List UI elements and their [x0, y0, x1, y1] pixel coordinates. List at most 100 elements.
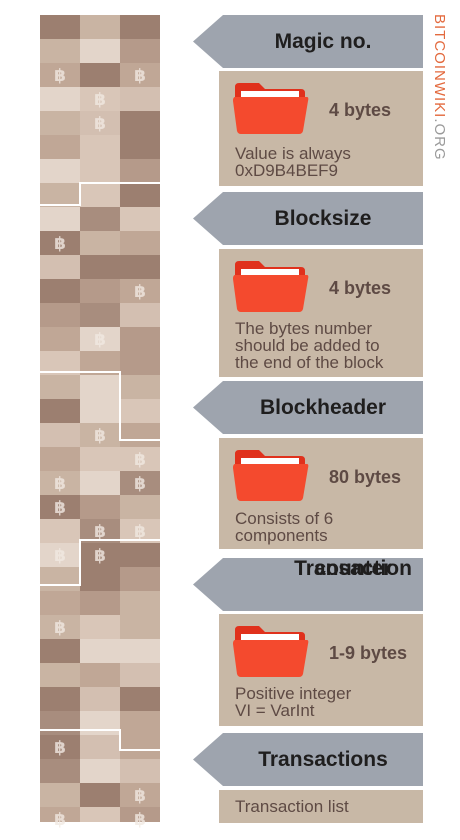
bitcoin-icon: ฿	[54, 546, 66, 566]
mosaic-tile	[80, 159, 120, 183]
mosaic-tile	[120, 231, 160, 255]
mosaic-tile	[40, 231, 80, 255]
section-label-blockheader: Blockheader	[193, 381, 423, 434]
mosaic-tile	[80, 375, 120, 399]
mosaic-tile	[120, 351, 160, 375]
mosaic-tile	[40, 375, 80, 399]
mosaic-tile	[120, 471, 160, 495]
section-title: Transaction counter	[223, 558, 423, 611]
mosaic-tile	[80, 639, 120, 663]
mosaic-tile	[120, 279, 160, 303]
mosaic-tile	[80, 663, 120, 687]
mosaic-tile	[120, 807, 160, 822]
section-card-magic-number: 4 bytes Value is always 0xD9B4BEF9	[219, 71, 423, 186]
bitcoin-icon: ฿	[134, 786, 146, 806]
section-card-blocksize: 4 bytes The bytes number should be added…	[219, 249, 423, 377]
mosaic-tile	[80, 711, 120, 735]
bitcoin-icon: ฿	[94, 426, 106, 446]
mosaic-tile	[80, 327, 120, 351]
description-line: components	[235, 526, 328, 545]
description-line: Transaction list	[235, 797, 349, 816]
mosaic-tile	[40, 687, 80, 711]
mosaic-tile	[80, 399, 120, 423]
mosaic-tile	[40, 111, 80, 135]
mosaic-tile	[120, 135, 160, 159]
bitcoin-icon: ฿	[54, 498, 66, 518]
mosaic-tile	[120, 375, 160, 399]
mosaic-tile	[120, 783, 160, 807]
mosaic-tile	[80, 423, 120, 447]
mosaic-tile	[80, 447, 120, 471]
mosaic-tile	[40, 543, 80, 567]
mosaic-tile	[120, 447, 160, 471]
section-title: Blocksize	[274, 207, 372, 230]
mosaic-tile	[120, 87, 160, 111]
mosaic-tile	[40, 759, 80, 783]
mosaic-tile	[80, 231, 120, 255]
mosaic-tile	[40, 279, 80, 303]
mosaic-tile	[80, 63, 120, 87]
folder-icon	[233, 83, 309, 134]
description-line: Consists of 6	[235, 509, 334, 528]
mosaic-tile	[120, 615, 160, 639]
mosaic-tile	[120, 303, 160, 327]
mosaic-tile	[120, 639, 160, 663]
mosaic-tile	[80, 735, 120, 759]
mosaic-tile	[120, 15, 160, 39]
section-label-transactions: Transactions	[193, 733, 423, 786]
mosaic-tile	[40, 87, 80, 111]
mosaic-tile	[80, 279, 120, 303]
bitcoin-icon: ฿	[94, 90, 106, 110]
mosaic-tile	[120, 543, 160, 567]
title-line: counter	[314, 557, 392, 580]
description-line: Positive integer	[235, 684, 352, 703]
bitcoin-icon: ฿	[54, 66, 66, 86]
bitcoin-icon: ฿	[134, 810, 146, 830]
mosaic-tile	[40, 447, 80, 471]
size-label: 80 bytes	[329, 467, 402, 487]
mosaic-tile	[80, 303, 120, 327]
block-structure-mosaic: ฿฿฿฿฿฿฿฿฿฿ ฿฿฿ ฿฿ ฿฿฿฿฿฿	[40, 15, 160, 830]
folder-icon	[233, 626, 309, 677]
mosaic-tile	[80, 15, 120, 39]
mosaic-tile	[40, 615, 80, 639]
section-card-blockheader: 80 bytes Consists of 6 components	[219, 438, 423, 549]
mosaic-tile	[40, 495, 80, 519]
mosaic-tile	[40, 207, 80, 231]
brand-domain: .ORG	[431, 118, 448, 161]
mosaic-tile	[80, 567, 120, 591]
description-line: VI = VarInt	[235, 701, 315, 720]
section-label-transaction-counter: Transaction counter	[193, 558, 423, 611]
mosaic-tile	[80, 783, 120, 807]
mosaic-tile	[120, 759, 160, 783]
description-line: should be added to	[235, 336, 380, 355]
bitcoin-icon: ฿	[54, 810, 66, 830]
bitcoin-icon: ฿	[134, 282, 146, 302]
mosaic-tile	[120, 207, 160, 231]
description-line: Value is always	[235, 144, 351, 163]
mosaic-tile	[120, 567, 160, 591]
mosaic-tile	[80, 615, 120, 639]
bitcoin-icon: ฿	[134, 66, 146, 86]
bitcoin-icon: ฿	[94, 522, 106, 542]
size-label: 1-9 bytes	[329, 643, 408, 663]
block-separator	[40, 539, 160, 586]
mosaic-tile	[80, 39, 120, 63]
bitcoin-icon: ฿	[134, 522, 146, 542]
mosaic-tile	[120, 159, 160, 183]
mosaic-tile	[40, 567, 80, 591]
mosaic-tile	[80, 207, 120, 231]
mosaic-tile	[40, 735, 80, 759]
description-line: the end of the block	[235, 353, 384, 372]
block-separator	[40, 729, 160, 751]
mosaic-tile	[40, 783, 80, 807]
size-label: 4 bytes	[329, 100, 392, 120]
mosaic-tile	[120, 687, 160, 711]
mosaic-tile	[120, 39, 160, 63]
mosaic-tile	[80, 111, 120, 135]
description: Transaction list	[235, 798, 349, 815]
block-separator	[40, 182, 160, 206]
brand-name: BITCOINWIKI	[431, 14, 448, 119]
mosaic-tile	[40, 135, 80, 159]
section-title: Magic no.	[274, 30, 372, 53]
